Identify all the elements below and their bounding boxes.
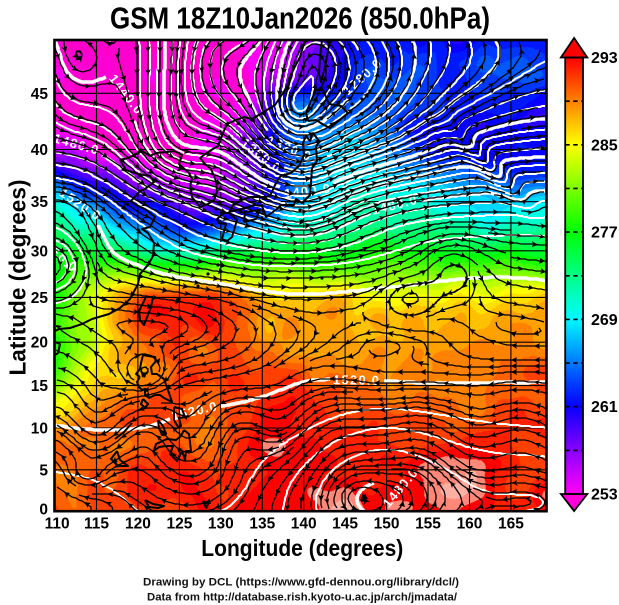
svg-text:25: 25 bbox=[31, 290, 49, 307]
svg-text:165: 165 bbox=[498, 516, 524, 533]
svg-text:Longitude (degrees): Longitude (degrees) bbox=[201, 535, 403, 561]
svg-text:120: 120 bbox=[125, 516, 151, 533]
svg-text:40: 40 bbox=[31, 142, 48, 159]
svg-text:Data from http://database.rish: Data from http://database.rish.kyoto-u.a… bbox=[147, 592, 457, 604]
svg-text:30: 30 bbox=[31, 243, 48, 260]
svg-text:110: 110 bbox=[45, 516, 70, 533]
svg-text:140: 140 bbox=[291, 516, 317, 533]
svg-text:155: 155 bbox=[415, 516, 441, 533]
svg-text:0: 0 bbox=[39, 502, 48, 519]
svg-text:20: 20 bbox=[31, 335, 48, 352]
svg-text:293: 293 bbox=[591, 50, 618, 67]
svg-text:Drawing by DCL (https://www.gf: Drawing by DCL (https://www.gfd-dennou.o… bbox=[143, 577, 459, 589]
svg-text:277: 277 bbox=[591, 225, 618, 242]
svg-text:45: 45 bbox=[31, 86, 49, 103]
svg-text:130: 130 bbox=[208, 516, 234, 533]
svg-text:160: 160 bbox=[457, 516, 483, 533]
svg-text:125: 125 bbox=[166, 516, 192, 533]
svg-text:269: 269 bbox=[591, 312, 618, 329]
svg-text:253: 253 bbox=[591, 487, 618, 504]
svg-text:10: 10 bbox=[31, 421, 48, 438]
svg-text:35: 35 bbox=[31, 194, 49, 211]
svg-text:Latitude (degrees): Latitude (degrees) bbox=[5, 180, 31, 376]
svg-text:285: 285 bbox=[591, 137, 618, 154]
svg-text:5: 5 bbox=[39, 462, 48, 479]
svg-text:261: 261 bbox=[591, 399, 618, 416]
svg-text:115: 115 bbox=[84, 516, 109, 533]
svg-text:145: 145 bbox=[332, 516, 358, 533]
svg-text:GSM 18Z10Jan2026 (850.0hPa): GSM 18Z10Jan2026 (850.0hPa) bbox=[110, 1, 490, 36]
svg-text:15: 15 bbox=[31, 378, 49, 395]
svg-text:135: 135 bbox=[249, 516, 275, 533]
svg-text:150: 150 bbox=[374, 516, 400, 533]
